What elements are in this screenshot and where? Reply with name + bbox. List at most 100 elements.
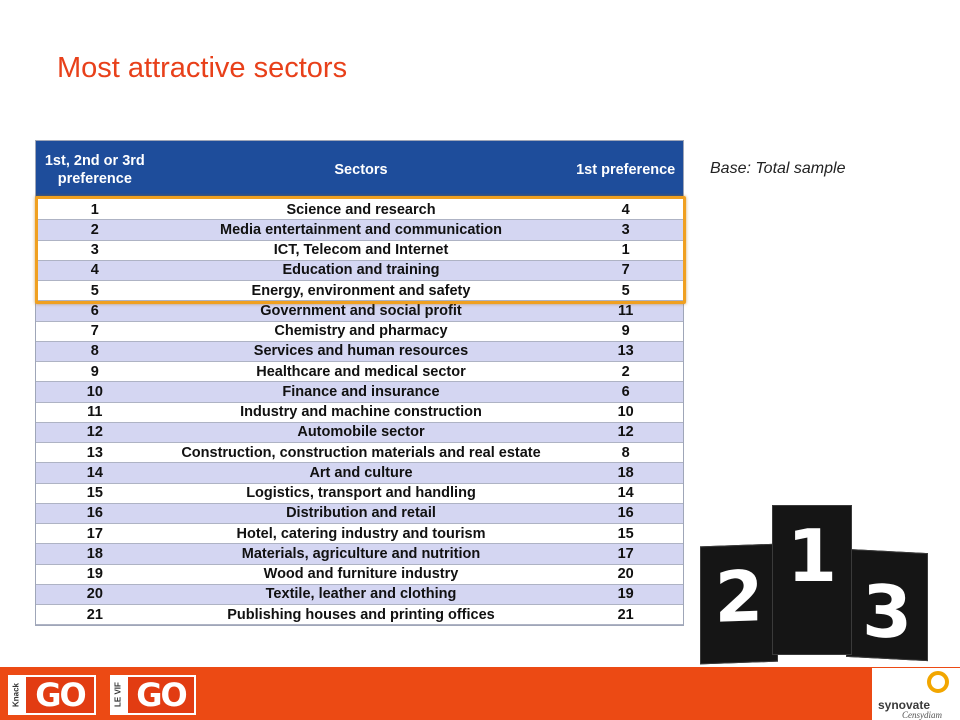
sector-cell: ICT, Telecom and Internet — [273, 242, 449, 259]
sector-cell: Materials, agriculture and nutrition — [241, 545, 481, 562]
synovate-ring-icon — [927, 671, 949, 693]
rank-cell: 19 — [86, 566, 103, 583]
synovate-logo: synovate Censydiam — [872, 668, 960, 720]
first-preference-cell: 9 — [621, 323, 630, 340]
table-row: 7 Chemistry and pharmacy 9 — [36, 321, 683, 342]
knack-logo-tag: Knack — [8, 675, 24, 715]
sector-cell: Automobile sector — [297, 424, 425, 441]
synovate-sub: Censydiam — [902, 710, 942, 720]
sector-cell: Finance and insurance — [282, 383, 440, 400]
sector-cell: Art and culture — [309, 464, 413, 481]
sector-cell: Hotel, catering industry and tourism — [236, 525, 486, 542]
rank-cell: 18 — [86, 545, 103, 562]
table-row: 15 Logistics, transport and handling 14 — [36, 483, 683, 504]
first-preference-cell: 4 — [621, 201, 630, 218]
first-preference-cell: 7 — [621, 262, 630, 279]
table-row: 9 Healthcare and medical sector 2 — [36, 362, 683, 383]
first-preference-cell: 14 — [617, 485, 634, 502]
sector-cell: Media entertainment and communication — [220, 221, 502, 238]
rank-cell: 11 — [87, 404, 103, 421]
rank-cell: 10 — [86, 383, 103, 400]
rank-cell: 6 — [90, 302, 99, 319]
table-row: 3 ICT, Telecom and Internet 1 — [36, 240, 683, 261]
podium-block-first: 1 — [772, 505, 852, 655]
rank-cell: 17 — [86, 525, 103, 542]
table-row: 4 Education and training 7 — [36, 260, 683, 281]
first-preference-cell: 12 — [617, 424, 634, 441]
table-row: 21 Publishing houses and printing offices… — [36, 605, 683, 626]
table-row: 13 Construction, construction materials a… — [36, 443, 683, 464]
sectors-table: 1st, 2nd or 3rd preference Sectors 1st p… — [35, 140, 684, 627]
sector-cell: Services and human resources — [253, 343, 469, 360]
first-preference-cell: 2 — [621, 363, 630, 380]
table-row: 18 Materials, agriculture and nutrition 17 — [36, 544, 683, 565]
sector-cell: Education and training — [282, 262, 440, 279]
first-preference-cell: 13 — [617, 343, 634, 360]
sector-cell: Publishing houses and printing offices — [227, 606, 495, 623]
rank-cell: 8 — [90, 343, 99, 360]
rank-cell: 4 — [90, 262, 99, 279]
header-sectors: Sectors — [334, 161, 388, 178]
first-preference-cell: 11 — [618, 302, 634, 319]
table-row: 14 Art and culture 18 — [36, 463, 683, 484]
podium-block-third: 3 — [846, 548, 928, 662]
rank-cell: 5 — [90, 282, 99, 299]
table-row: 10 Finance and insurance 6 — [36, 382, 683, 403]
table-row: 8 Services and human resources 13 — [36, 341, 683, 362]
table-row: 11 Industry and machine construction 10 — [36, 402, 683, 423]
sector-cell: Government and social profit — [260, 302, 462, 319]
rank-cell: 12 — [86, 424, 103, 441]
table-row: 5 Energy, environment and safety 5 — [36, 281, 683, 302]
table-row: 20 Textile, leather and clothing 19 — [36, 584, 683, 605]
table-header: 1st, 2nd or 3rd preference Sectors 1st p… — [36, 141, 683, 198]
first-preference-cell: 21 — [617, 606, 634, 623]
rank-cell: 7 — [90, 323, 99, 340]
rank-cell: 16 — [86, 505, 103, 522]
table-row: 2 Media entertainment and communication 3 — [36, 220, 683, 241]
base-note: Base: Total sample — [710, 160, 846, 177]
knack-go-logo: GO — [24, 675, 96, 715]
first-preference-cell: 16 — [617, 505, 634, 522]
table-row: 17 Hotel, catering industry and tourism 15 — [36, 524, 683, 545]
first-preference-cell: 15 — [617, 525, 634, 542]
sector-cell: Construction, construction materials and… — [181, 444, 541, 461]
sector-cell: Textile, leather and clothing — [265, 586, 457, 603]
table-row: 1 Science and research 4 — [36, 200, 683, 221]
rank-cell: 13 — [86, 444, 103, 461]
first-preference-cell: 1 — [621, 242, 630, 259]
sector-cell: Chemistry and pharmacy — [274, 323, 448, 340]
synovate-name: synovate — [878, 698, 931, 712]
levif-logo-tag: LE VIF — [110, 675, 126, 715]
table-row: 6 Government and social profit 11 — [36, 301, 683, 322]
first-preference-cell: 3 — [621, 221, 630, 238]
first-preference-cell: 17 — [617, 545, 634, 562]
table-row: 19 Wood and furniture industry 20 — [36, 564, 683, 585]
first-preference-cell: 18 — [617, 464, 634, 481]
first-preference-cell: 5 — [621, 282, 630, 299]
sector-cell: Healthcare and medical sector — [256, 363, 466, 380]
rank-cell: 2 — [90, 221, 99, 238]
levif-go-logo: GO — [126, 675, 196, 715]
rank-cell: 21 — [86, 606, 103, 623]
first-preference-cell: 19 — [617, 586, 634, 603]
page-title: Most attractive sectors — [57, 52, 348, 84]
rank-cell: 14 — [86, 464, 103, 481]
first-preference-cell: 6 — [621, 383, 630, 400]
sector-cell: Distribution and retail — [286, 505, 436, 522]
rank-cell: 20 — [86, 586, 103, 603]
rank-cell: 15 — [86, 485, 103, 502]
table-row: 16 Distribution and retail 16 — [36, 503, 683, 524]
first-preference-cell: 10 — [617, 404, 634, 421]
table-row: 12 Automobile sector 12 — [36, 422, 683, 443]
first-preference-cell: 20 — [617, 566, 634, 583]
rank-cell: 3 — [90, 242, 99, 259]
rank-cell: 1 — [90, 201, 99, 218]
header-preference-rank: 1st, 2nd or 3rd preference — [44, 152, 145, 187]
sector-cell: Wood and furniture industry — [263, 566, 459, 583]
sector-cell: Science and research — [286, 201, 436, 218]
first-preference-cell: 8 — [621, 444, 630, 461]
podium-image: 2 3 1 — [694, 505, 934, 665]
podium-block-second: 2 — [700, 543, 778, 665]
header-first-preference: 1st preference — [576, 161, 676, 178]
sector-cell: Logistics, transport and handling — [246, 485, 476, 502]
